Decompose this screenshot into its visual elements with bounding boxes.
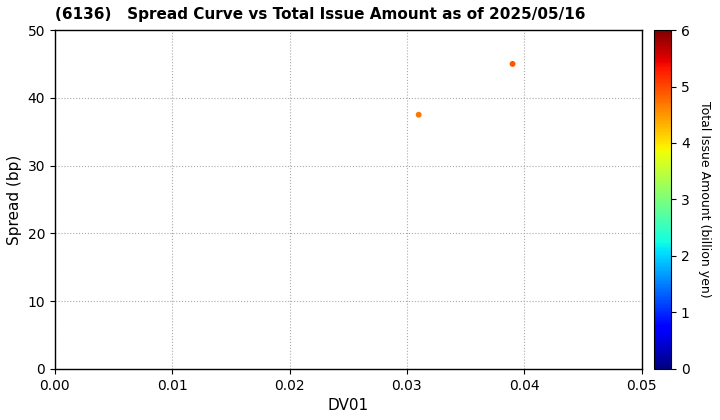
Y-axis label: Spread (bp): Spread (bp)	[7, 154, 22, 244]
Point	[507, 60, 518, 67]
X-axis label: DV01: DV01	[328, 398, 369, 413]
Point	[413, 111, 424, 118]
Text: (6136)   Spread Curve vs Total Issue Amount as of 2025/05/16: (6136) Spread Curve vs Total Issue Amoun…	[55, 7, 585, 22]
Y-axis label: Total Issue Amount (billion yen): Total Issue Amount (billion yen)	[698, 101, 711, 298]
